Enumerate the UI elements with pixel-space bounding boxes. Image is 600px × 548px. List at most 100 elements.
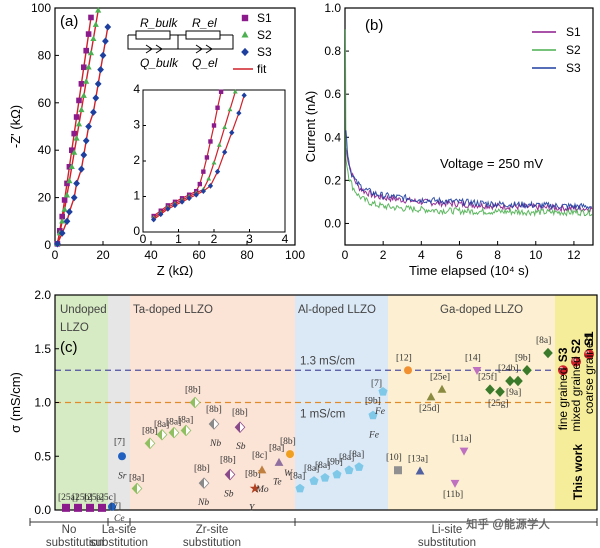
inset-point-S2 <box>227 106 233 112</box>
panel-b-ytick-label: 1.0 <box>324 1 341 15</box>
panel-a-point-S3 <box>102 37 109 45</box>
panel-c-point-12 <box>208 418 220 430</box>
bottom-group-2-line2: substitution <box>183 537 241 548</box>
region-label-ga: Ga-doped LLZO <box>440 304 523 316</box>
panel-b-xtick-label: 12 <box>567 248 581 262</box>
panel-a-xtick-label: 40 <box>144 248 158 262</box>
inset-point-S3 <box>236 110 242 116</box>
panel-c-ref-3: [25c] <box>96 493 116 503</box>
panel-c-ref-35: [25e] <box>430 373 450 383</box>
legend-a-marker-S1 <box>241 14 249 22</box>
panel-c-point-15 <box>224 468 236 481</box>
bottom-group-0-line1: No <box>62 524 77 536</box>
panel-a-ytick-label: 0 <box>44 238 51 252</box>
panel-a-point-S3 <box>58 229 66 237</box>
panel-a-point-S1 <box>64 180 70 187</box>
panel-c-ylabel: σ (mS/cm) <box>8 372 23 433</box>
panel-c-point-4 <box>108 502 116 511</box>
panel-a-point-S2 <box>61 206 68 212</box>
panel-b-xtick-label: 4 <box>418 248 425 262</box>
panel-c-point-16 <box>249 482 261 494</box>
panel-c-ref-0: [25a] <box>58 493 78 503</box>
inset-point-S3 <box>186 195 192 202</box>
panel-c-point-13 <box>234 421 246 434</box>
panel-c-point-24 <box>344 465 354 475</box>
panel-c-sample-S2 <box>571 356 581 367</box>
panel-c-point-9 <box>168 426 180 439</box>
panel-c-point-31 <box>459 447 469 456</box>
inset-point-S3 <box>229 129 235 136</box>
region-5 <box>555 295 597 510</box>
panel-c-ref-19: [8b] <box>280 437 296 447</box>
panel-a-point-S1 <box>81 64 87 71</box>
inset-ytick-label: 1 <box>133 189 140 203</box>
panel-c-ref-23: [9b] <box>327 458 343 468</box>
panel-c-ref-21: [8a] <box>304 464 319 474</box>
panel-c-ref-17: [8c] <box>252 451 267 461</box>
panel-a-circuit <box>127 30 234 54</box>
panel-c-point-25 <box>354 462 364 471</box>
panel-a-ytick-label: 80 <box>38 48 52 62</box>
panel-c-point-39 <box>513 375 523 387</box>
panel-a-xtick-label: 100 <box>285 248 305 262</box>
inset-point-S2 <box>232 89 238 94</box>
panel-c-point-17 <box>257 465 267 474</box>
panel-a-point-S3 <box>85 122 92 131</box>
legend-b-label-S2: S2 <box>566 43 581 57</box>
panel-c-ytick-label: 1.5 <box>34 342 51 356</box>
panel-c-element-16: Y <box>249 504 256 514</box>
region-label-undoped-1: Undoped <box>60 304 107 316</box>
inset-point-S1 <box>218 89 224 94</box>
panel-a-point-S2 <box>75 120 83 127</box>
legend-b-label-S3: S3 <box>566 61 581 75</box>
panel-c-point-27 <box>378 386 388 396</box>
panel-c-ref-5: [7] <box>114 437 125 447</box>
inset-point-S2 <box>216 142 222 147</box>
panel-b-xtick-label: 6 <box>456 248 463 262</box>
panel-c-point-1 <box>74 503 82 512</box>
legend-a-label-S2: S2 <box>257 28 272 42</box>
panel-a-point-S3 <box>94 80 102 88</box>
panel-a-point-S1 <box>61 197 68 203</box>
panel-c-element-5: Sr <box>118 471 127 481</box>
panel-a-xlabel: Z (kΩ) <box>157 263 193 278</box>
inset-point-S3 <box>158 211 164 218</box>
panel-a-frame <box>54 7 296 246</box>
panel-c-ytick-label: 0.5 <box>34 449 51 463</box>
panel-a-point-S3 <box>78 165 85 173</box>
circuit-label-rbulk: R_bulk <box>140 16 178 30</box>
inset-point-S3 <box>214 168 221 175</box>
panel-c-point-10 <box>180 424 192 437</box>
panel-b-xlabel: Time elapsed (10⁴ s) <box>409 263 529 278</box>
panel-a-point-S2 <box>59 217 66 224</box>
panel-b-label: (b) <box>365 17 383 34</box>
panel-c-point-20 <box>295 483 305 493</box>
panel-c-ref-10: [8a] <box>178 415 193 425</box>
inset-point-S3 <box>222 149 228 155</box>
panel-c-ref-13: [8b] <box>232 408 248 418</box>
panel-c-point-37 <box>495 386 505 397</box>
panel-c-point-5 <box>118 452 126 461</box>
panel-c-point-23 <box>332 469 342 479</box>
panel-c-sample-label-S3: S3 <box>556 347 570 362</box>
panel-a-point-S3 <box>80 151 88 159</box>
panel-c-this-work-desc-0: fine grained <box>556 368 570 431</box>
panel-c-ref-25: [8a] <box>349 450 364 460</box>
region-label-al: Al-doped LLZO <box>298 304 376 316</box>
panel-a-point-S2 <box>95 7 102 13</box>
inset-xtick-label: 0 <box>140 232 147 246</box>
panel-c-ref-28: [10] <box>386 453 402 463</box>
panel-a-point-S3 <box>97 65 104 74</box>
panel-c-ref-18: [8a] <box>269 444 284 454</box>
panel-a-xtick-label: 80 <box>240 248 254 262</box>
panel-c-ref-30: [12] <box>396 353 412 363</box>
panel-c-sample-S1 <box>584 349 594 360</box>
panel-b-xtick-label: 8 <box>494 248 501 262</box>
panel-c-ref-12: [8b] <box>206 405 222 415</box>
panel-b-xtick-label: 2 <box>380 248 387 262</box>
panel-c-ref-32: [11b] <box>443 490 463 500</box>
panel-c-label: (c) <box>60 339 78 356</box>
panel-c-ref-4: [7] <box>110 502 121 512</box>
panel-c-point-35 <box>437 384 447 393</box>
panel-b-ylabel: Current (nA) <box>303 91 318 163</box>
